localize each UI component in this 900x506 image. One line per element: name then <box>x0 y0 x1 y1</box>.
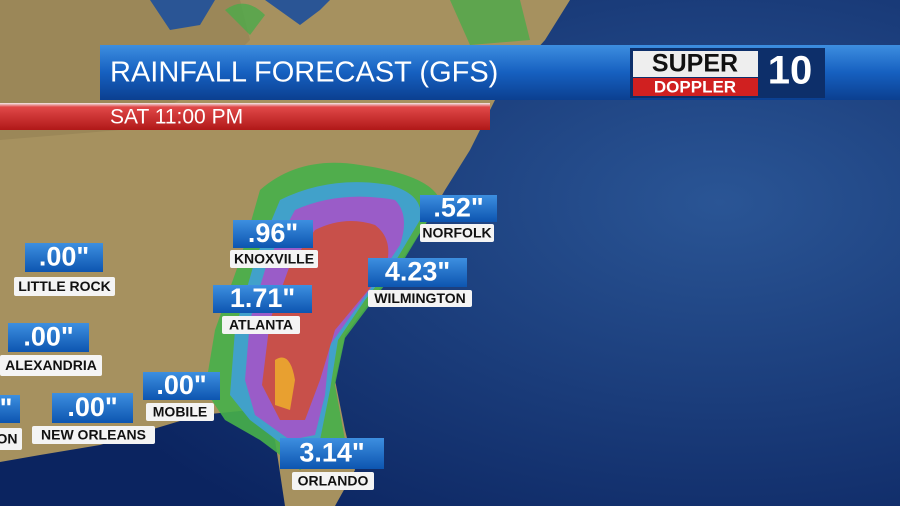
value-box <box>52 393 133 423</box>
rain-red <box>262 221 389 420</box>
value-box <box>143 372 220 400</box>
logo-bottom-bg <box>633 78 758 96</box>
rain-orange <box>275 357 295 410</box>
city-value: 1.71" <box>230 283 295 313</box>
city-value: 3.14" <box>299 438 364 468</box>
city-value: .00" <box>39 242 89 272</box>
lakes <box>150 0 330 30</box>
city-name: NORFOLK <box>422 225 491 241</box>
logo-bottom: DOPPLER <box>654 77 736 96</box>
city-labels: .96" KNOXVILLE .52" NORFOLK .00" LITTLE ROCK 4… <box>0 193 497 490</box>
value-box <box>213 285 312 313</box>
city-value: .00" <box>23 322 73 352</box>
name-box <box>0 428 22 450</box>
city-value: .52" <box>433 193 483 223</box>
logo: SUPER DOPPLER 10 <box>630 48 825 98</box>
logo-number: 10 <box>768 49 813 93</box>
value-box <box>420 195 497 222</box>
logo-top: SUPER <box>652 50 738 78</box>
time-bar <box>0 103 490 130</box>
rain-north <box>225 0 530 45</box>
city-name: ORLANDO <box>298 473 369 489</box>
city-value: 4.23" <box>385 257 450 287</box>
title: RAINFALL FORECAST (GFS) <box>110 57 498 89</box>
city-name: LITTLE ROCK <box>18 278 111 294</box>
value-box <box>233 220 313 248</box>
value-box <box>0 395 20 423</box>
city-value: .96" <box>248 218 298 248</box>
city-value: .00" <box>67 392 117 422</box>
name-box <box>0 355 102 376</box>
city-name: NEW ORLEANS <box>41 427 146 443</box>
city-value: " <box>0 393 12 423</box>
name-box <box>222 316 300 334</box>
value-box <box>8 323 89 352</box>
name-box <box>146 403 214 421</box>
city-name: WILMINGTON <box>374 290 466 306</box>
name-box <box>292 472 374 490</box>
city-name: ON <box>0 431 18 447</box>
value-box <box>280 438 384 469</box>
city-name: KNOXVILLE <box>234 251 314 267</box>
value-box <box>25 243 103 272</box>
value-box <box>368 258 467 287</box>
city-name: MOBILE <box>153 404 207 420</box>
name-box <box>230 250 318 268</box>
city-name: ATLANTA <box>229 317 293 333</box>
name-box <box>368 290 472 307</box>
city-value: .00" <box>156 370 206 400</box>
time: SAT 11:00 PM <box>110 106 243 129</box>
name-box <box>14 277 115 296</box>
logo-top-bg <box>633 51 758 77</box>
name-box <box>32 426 155 444</box>
name-box <box>420 224 494 242</box>
city-name: ALEXANDRIA <box>5 357 97 373</box>
